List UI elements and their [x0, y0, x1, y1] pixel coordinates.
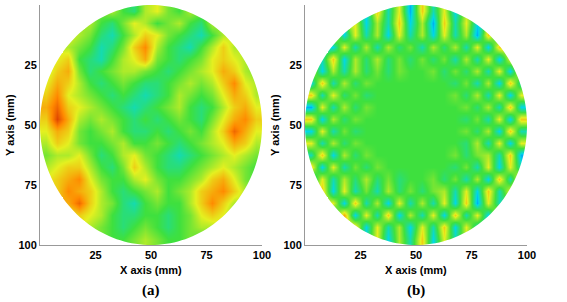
- svg-text:75: 75: [465, 249, 477, 261]
- svg-text:Y axis (mm): Y axis (mm): [4, 94, 16, 156]
- svg-text:X axis (mm): X axis (mm): [385, 264, 447, 276]
- svg-text:100: 100: [253, 249, 271, 261]
- svg-text:50: 50: [290, 119, 302, 131]
- svg-text:50: 50: [410, 249, 422, 261]
- svg-text:75: 75: [200, 249, 212, 261]
- svg-text:(a): (a): [142, 282, 160, 299]
- svg-text:25: 25: [25, 59, 37, 71]
- svg-text:25: 25: [354, 249, 366, 261]
- svg-text:75: 75: [25, 179, 37, 191]
- svg-text:25: 25: [290, 59, 302, 71]
- svg-text:100: 100: [18, 239, 36, 251]
- svg-text:100: 100: [283, 239, 301, 251]
- svg-text:75: 75: [290, 179, 302, 191]
- svg-text:50: 50: [145, 249, 157, 261]
- svg-text:(b): (b): [407, 282, 425, 299]
- svg-text:25: 25: [89, 249, 101, 261]
- svg-text:X axis (mm): X axis (mm): [120, 264, 182, 276]
- svg-text:Y axis (mm): Y axis (mm): [269, 94, 281, 156]
- svg-text:50: 50: [25, 119, 37, 131]
- svg-text:100: 100: [518, 249, 536, 261]
